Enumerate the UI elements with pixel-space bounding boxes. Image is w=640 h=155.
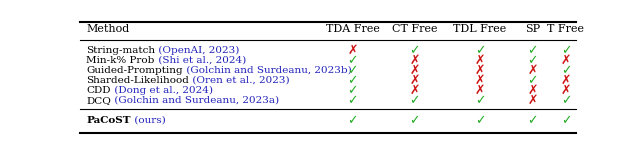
Text: TDL Free: TDL Free [453,24,506,34]
Text: ✓: ✓ [410,44,420,57]
Text: CT Free: CT Free [392,24,438,34]
Text: ✓: ✓ [561,114,571,127]
Text: TDA Free: TDA Free [326,24,380,34]
Text: ✗: ✗ [527,94,538,107]
Text: ✓: ✓ [348,94,358,107]
Text: ✗: ✗ [561,54,571,67]
Text: ✓: ✓ [527,74,538,87]
Text: ✓: ✓ [561,44,571,57]
Text: (ours): (ours) [131,116,166,125]
Text: ✗: ✗ [348,44,358,57]
Text: ✗: ✗ [410,54,420,67]
Text: ✓: ✓ [348,64,358,77]
Text: DCQ: DCQ [86,96,111,105]
Text: ✓: ✓ [348,84,358,97]
Text: ✗: ✗ [527,84,538,97]
Text: ✗: ✗ [561,84,571,97]
Text: ✓: ✓ [410,114,420,127]
Text: Min-k% Prob: Min-k% Prob [86,56,155,65]
Text: ✗: ✗ [475,84,485,97]
Text: PaCoST: PaCoST [86,116,131,125]
Text: ✓: ✓ [475,44,485,57]
Text: (OpenAI, 2023): (OpenAI, 2023) [156,46,240,55]
Text: ✓: ✓ [348,54,358,67]
Text: ✓: ✓ [475,114,485,127]
Text: ✗: ✗ [410,64,420,77]
Text: ✗: ✗ [410,84,420,97]
Text: ✗: ✗ [475,74,485,87]
Text: (Golchin and Surdeanu, 2023a): (Golchin and Surdeanu, 2023a) [111,96,279,105]
Text: ✓: ✓ [475,94,485,107]
Text: ✓: ✓ [527,114,538,127]
Text: ✓: ✓ [348,114,358,127]
Text: ✓: ✓ [527,44,538,57]
Text: SP: SP [525,24,540,34]
Text: ✗: ✗ [475,64,485,77]
Text: ✓: ✓ [561,94,571,107]
Text: ✗: ✗ [527,64,538,77]
Text: (Oren et al., 2023): (Oren et al., 2023) [189,76,290,85]
Text: Sharded-Likelihood: Sharded-Likelihood [86,76,189,85]
Text: ✓: ✓ [410,94,420,107]
Text: ✗: ✗ [410,74,420,87]
Text: Guided-Prompting: Guided-Prompting [86,66,183,75]
Text: String-match: String-match [86,46,156,55]
Text: ✓: ✓ [348,74,358,87]
Text: (Dong et al., 2024): (Dong et al., 2024) [111,86,212,95]
Text: T Free: T Free [547,24,584,34]
Text: ✓: ✓ [527,54,538,67]
Text: (Shi et al., 2024): (Shi et al., 2024) [155,56,246,65]
Text: (Golchin and Surdeanu, 2023b): (Golchin and Surdeanu, 2023b) [183,66,351,75]
Text: CDD: CDD [86,86,111,95]
Text: Method: Method [86,24,129,34]
Text: ✓: ✓ [561,64,571,77]
Text: ✗: ✗ [561,74,571,87]
Text: ✗: ✗ [475,54,485,67]
